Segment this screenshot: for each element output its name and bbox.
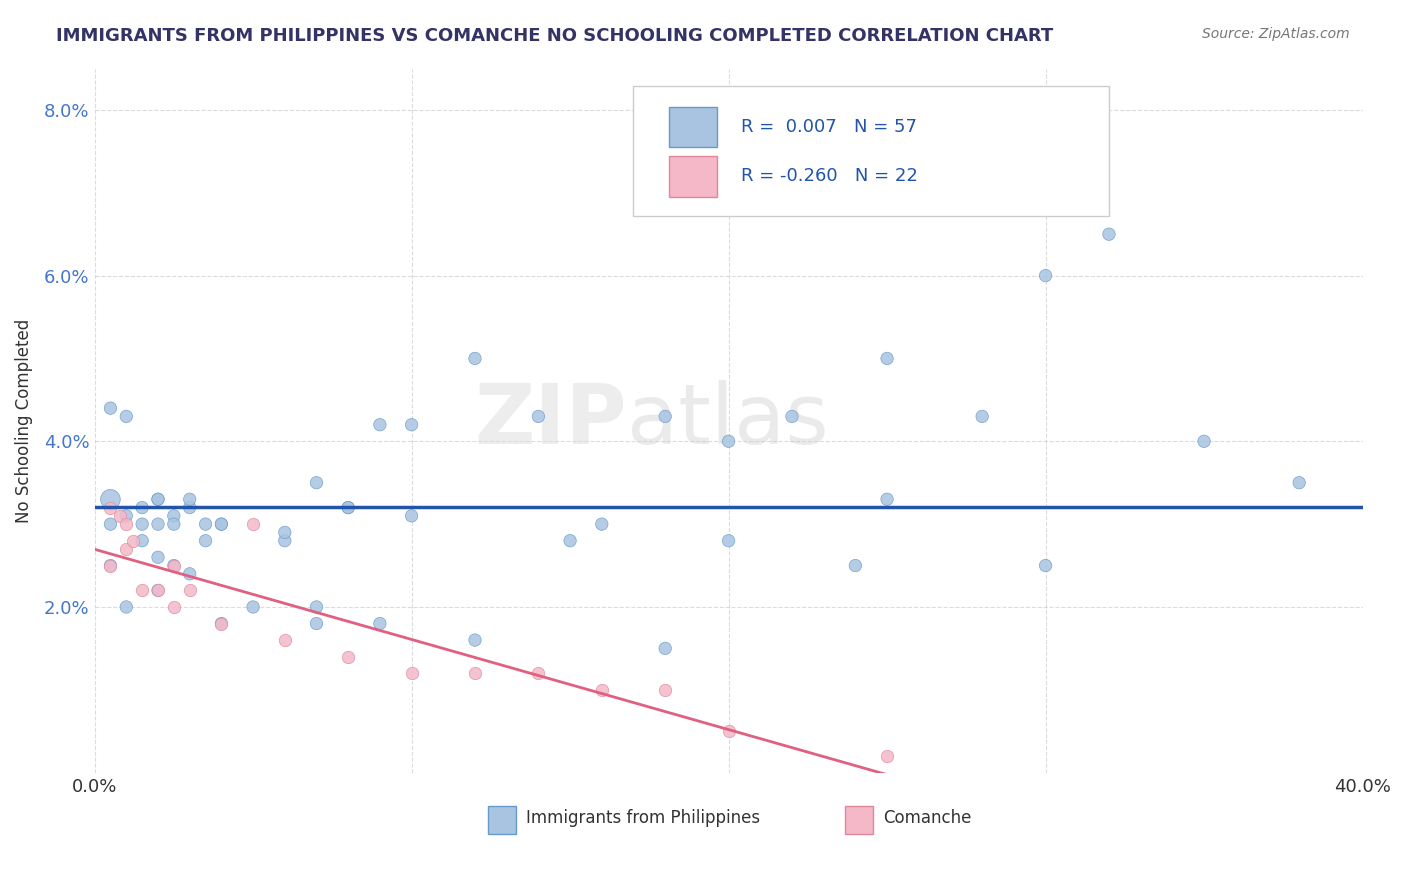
- Point: [131, 517, 153, 532]
- Bar: [488, 805, 516, 834]
- Text: Immigrants from Philippines: Immigrants from Philippines: [526, 809, 759, 828]
- Point: [1192, 434, 1215, 449]
- Bar: [669, 156, 717, 196]
- Point: [305, 475, 328, 490]
- Point: [100, 492, 122, 507]
- Point: [115, 599, 138, 614]
- Point: [100, 517, 122, 532]
- Point: [146, 517, 169, 532]
- Point: [146, 492, 169, 507]
- Point: [654, 641, 676, 656]
- Point: [464, 666, 486, 681]
- Point: [121, 533, 143, 548]
- Point: [209, 616, 232, 631]
- Point: [1035, 268, 1057, 283]
- Point: [274, 525, 297, 540]
- Point: [591, 682, 613, 697]
- Point: [844, 558, 866, 573]
- Point: [115, 508, 138, 523]
- Point: [163, 508, 186, 523]
- Point: [780, 409, 803, 424]
- Point: [242, 599, 264, 614]
- FancyBboxPatch shape: [634, 87, 1109, 217]
- Bar: [669, 106, 717, 147]
- Point: [972, 409, 994, 424]
- Point: [337, 500, 360, 515]
- Point: [876, 492, 898, 507]
- Point: [527, 666, 550, 681]
- Text: Comanche: Comanche: [883, 809, 972, 828]
- Point: [209, 616, 232, 631]
- Point: [146, 492, 169, 507]
- Point: [194, 533, 217, 548]
- Text: R = -0.260   N = 22: R = -0.260 N = 22: [741, 168, 918, 186]
- Text: R =  0.007   N = 57: R = 0.007 N = 57: [741, 118, 917, 136]
- Point: [131, 583, 153, 598]
- Point: [115, 541, 138, 556]
- Point: [115, 409, 138, 424]
- Point: [100, 401, 122, 416]
- Point: [527, 409, 550, 424]
- Point: [242, 517, 264, 532]
- Point: [100, 558, 122, 573]
- Point: [401, 417, 423, 432]
- Text: IMMIGRANTS FROM PHILIPPINES VS COMANCHE NO SCHOOLING COMPLETED CORRELATION CHART: IMMIGRANTS FROM PHILIPPINES VS COMANCHE …: [56, 27, 1053, 45]
- Point: [654, 682, 676, 697]
- Point: [163, 558, 186, 573]
- Point: [115, 517, 138, 532]
- Point: [717, 434, 740, 449]
- Point: [876, 749, 898, 764]
- Point: [1098, 227, 1121, 242]
- Point: [368, 417, 391, 432]
- Point: [163, 517, 186, 532]
- Point: [558, 533, 581, 548]
- Point: [146, 550, 169, 565]
- Point: [591, 517, 613, 532]
- Point: [108, 508, 131, 523]
- Point: [146, 583, 169, 598]
- Point: [401, 508, 423, 523]
- Y-axis label: No Schooling Completed: No Schooling Completed: [15, 318, 32, 523]
- Point: [163, 599, 186, 614]
- Point: [179, 492, 201, 507]
- Point: [131, 533, 153, 548]
- Point: [368, 616, 391, 631]
- Text: Source: ZipAtlas.com: Source: ZipAtlas.com: [1202, 27, 1350, 41]
- Point: [337, 500, 360, 515]
- Point: [717, 724, 740, 739]
- Point: [464, 351, 486, 366]
- Bar: [845, 805, 873, 834]
- Point: [654, 409, 676, 424]
- Point: [1288, 475, 1310, 490]
- Point: [100, 558, 122, 573]
- Point: [146, 583, 169, 598]
- Text: ZIP: ZIP: [475, 380, 627, 461]
- Point: [876, 351, 898, 366]
- Point: [209, 517, 232, 532]
- Point: [401, 666, 423, 681]
- Point: [305, 599, 328, 614]
- Point: [209, 517, 232, 532]
- Point: [337, 649, 360, 664]
- Point: [305, 616, 328, 631]
- Point: [179, 500, 201, 515]
- Point: [717, 533, 740, 548]
- Point: [100, 500, 122, 515]
- Point: [464, 633, 486, 648]
- Point: [131, 500, 153, 515]
- Point: [179, 583, 201, 598]
- Point: [179, 566, 201, 581]
- Point: [274, 633, 297, 648]
- Point: [1035, 558, 1057, 573]
- Point: [194, 517, 217, 532]
- Text: atlas: atlas: [627, 380, 830, 461]
- Point: [163, 558, 186, 573]
- Point: [274, 533, 297, 548]
